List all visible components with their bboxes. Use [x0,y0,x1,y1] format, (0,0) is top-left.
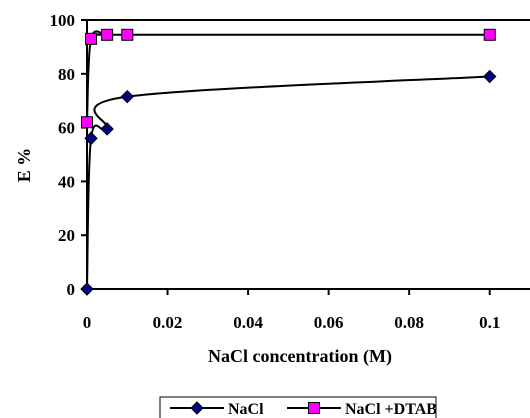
x-tick-label: 0.08 [394,313,424,332]
y-tick-label: 100 [50,11,76,30]
x-tick-label: 0.04 [233,313,263,332]
legend-square-marker [308,402,320,414]
plot-frame [86,19,530,290]
y-tick-label: 0 [67,280,76,299]
x-tick-label: 0.06 [314,313,344,332]
diamond-point [84,131,98,146]
diamond-point [483,69,497,84]
y-tick-label: 40 [58,172,75,191]
legend-label: NaCl [228,401,264,418]
x-tick-label: 0.1 [479,313,500,332]
x-ticks: 0 0.02 0.04 0.06 0.08 0.1 [83,289,500,332]
x-axis-title: NaCl concentration (M) [208,346,392,367]
x-tick-label: 0.02 [153,313,183,332]
y-tick-label: 20 [58,226,75,245]
square-point [483,28,496,41]
square-point [81,116,93,129]
series-0 [80,69,497,296]
y-tick-label: 60 [58,119,75,138]
series-line [86,30,490,123]
square-point [85,32,98,45]
diamond-point [100,122,114,136]
y-axis-title: E % [14,148,34,183]
square-point [101,28,114,41]
series-line [86,75,490,290]
diamond-point [80,282,94,296]
legend-item: NaCl +DTAB [287,401,437,418]
legend-label: NaCl +DTAB [345,401,437,418]
series-layer [80,28,497,296]
legend-item: NaCl [170,401,264,418]
y-ticks: 0 20 40 60 80 100 [50,11,87,299]
y-tick-label: 80 [58,65,75,84]
square-point [121,28,134,41]
diamond-point [120,89,134,104]
legend: NaCl NaCl +DTAB [159,396,437,418]
x-tick-label: 0 [83,313,92,332]
series-1 [81,28,496,129]
legend-diamond-marker [190,401,204,415]
